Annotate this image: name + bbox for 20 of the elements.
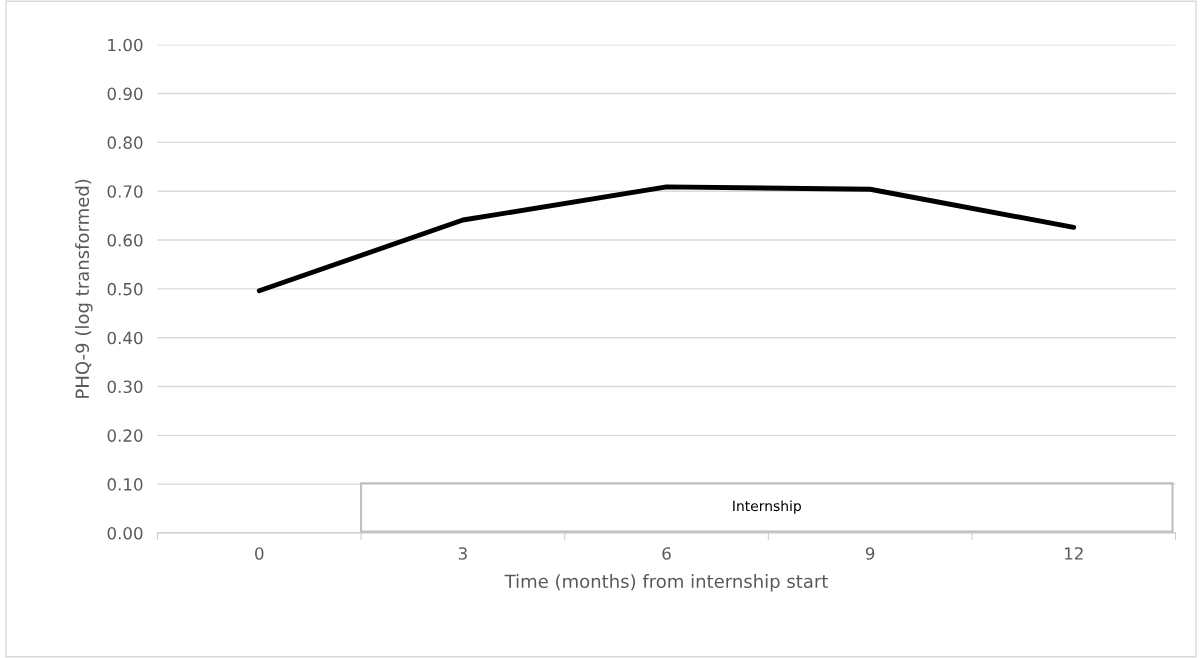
y-tick-label: 0.80 — [107, 136, 143, 149]
x-axis-title: Time (months) from internship start — [504, 574, 828, 592]
y-tick-label: 0.60 — [107, 234, 143, 247]
x-tick-label: 0 — [255, 547, 264, 560]
x-tick-label: 3 — [458, 547, 467, 560]
x-tick-label: 9 — [865, 547, 875, 560]
y-tick-label: 0.20 — [107, 429, 143, 442]
x-tick-label: 12 — [1064, 547, 1083, 560]
x-tick-label: 6 — [662, 547, 671, 560]
y-tick-label: 0.70 — [107, 185, 143, 198]
y-tick-label: 0.30 — [107, 380, 143, 394]
annotation: Internship — [733, 500, 801, 514]
y-tick-label: 1.00 — [108, 38, 143, 52]
y-tick-label: 0.10 — [107, 478, 143, 491]
y-tick-label: 0.40 — [107, 331, 143, 345]
y-tick-label: 0.90 — [107, 87, 143, 101]
y-tick-label: 0.50 — [107, 282, 143, 296]
y-tick-label: 0.00 — [107, 526, 143, 540]
y-axis-title: PHQ-9 (log transformed) — [75, 179, 93, 398]
line-series — [256, 184, 1077, 294]
